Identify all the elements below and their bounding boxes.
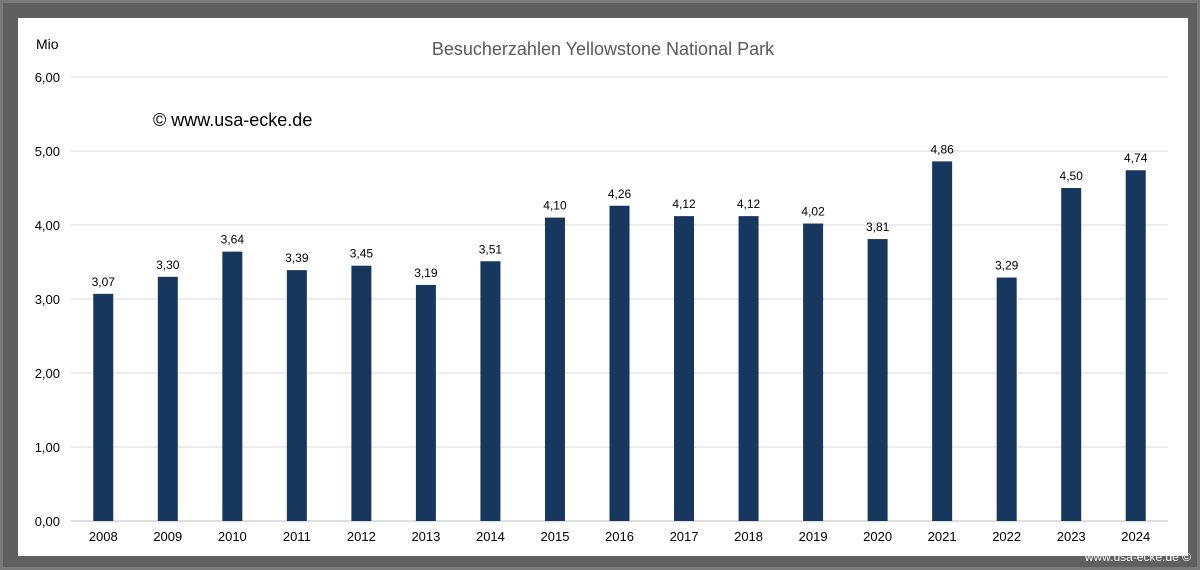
bar-2013 bbox=[415, 284, 436, 521]
y-tick-label: 3,00 bbox=[35, 292, 60, 307]
bar-2017 bbox=[674, 216, 695, 521]
copyright-annotation: © www.usa-ecke.de bbox=[153, 110, 312, 130]
chart-panel: 0,00 1,00 2,00 3,00 4,00 5,00 6,00 3,07 2008 3,3… bbox=[18, 18, 1188, 556]
data-label-2020: 3,81 bbox=[866, 220, 890, 234]
data-label-2023: 4,50 bbox=[1060, 169, 1084, 183]
x-tick-label: 2011 bbox=[283, 529, 311, 544]
outer-frame: 0,00 1,00 2,00 3,00 4,00 5,00 6,00 3,07 2008 3,3… bbox=[3, 3, 1197, 567]
data-label-2016: 4,26 bbox=[608, 187, 632, 201]
bar-2019 bbox=[803, 223, 824, 521]
x-tick-label: 2012 bbox=[347, 529, 376, 544]
data-label-2013: 3,19 bbox=[414, 266, 438, 280]
data-label-2009: 3,30 bbox=[156, 258, 180, 272]
footer-watermark: www.usa-ecke.de © bbox=[1084, 550, 1191, 564]
data-label-2012: 3,45 bbox=[350, 247, 374, 261]
chart-title: Besucherzahlen Yellowstone National Park bbox=[432, 39, 775, 59]
data-label-2022: 3,29 bbox=[995, 259, 1019, 273]
x-tick-label: 2021 bbox=[928, 529, 957, 544]
bar-2012 bbox=[351, 265, 372, 521]
data-label-2011: 3,39 bbox=[285, 251, 309, 265]
x-tick-label: 2024 bbox=[1121, 529, 1150, 544]
bar-2014 bbox=[480, 261, 501, 521]
bar-2011 bbox=[286, 270, 307, 521]
bar-2021 bbox=[932, 161, 953, 522]
x-tick-label: 2022 bbox=[992, 529, 1021, 544]
x-tick-label: 2018 bbox=[734, 529, 763, 544]
bar-2020 bbox=[867, 239, 888, 521]
x-tick-label: 2019 bbox=[799, 529, 828, 544]
data-label-2017: 4,12 bbox=[672, 197, 696, 211]
y-tick-label: 4,00 bbox=[35, 218, 60, 233]
x-tick-label: 2009 bbox=[153, 529, 182, 544]
x-tick-label: 2017 bbox=[670, 529, 699, 544]
x-tick-label: 2008 bbox=[89, 529, 118, 544]
bar-2008 bbox=[93, 293, 114, 521]
data-label-2018: 4,12 bbox=[737, 197, 761, 211]
bar-2018 bbox=[738, 216, 759, 521]
data-label-2019: 4,02 bbox=[801, 205, 825, 219]
bar-2010 bbox=[222, 251, 243, 521]
y-tick-label: 5,00 bbox=[35, 144, 60, 159]
x-tick-label: 2013 bbox=[411, 529, 440, 544]
bar-chart: 0,00 1,00 2,00 3,00 4,00 5,00 6,00 3,07 2008 3,3… bbox=[35, 36, 1168, 544]
data-label-2014: 3,51 bbox=[479, 242, 503, 256]
bar-2016 bbox=[609, 205, 630, 521]
data-label-2010: 3,64 bbox=[221, 233, 245, 247]
y-axis-unit-label: Mio bbox=[36, 36, 59, 52]
x-tick-label: 2016 bbox=[605, 529, 634, 544]
x-tick-label: 2023 bbox=[1057, 529, 1086, 544]
x-tick-label: 2020 bbox=[863, 529, 892, 544]
bar-2024 bbox=[1125, 170, 1146, 522]
y-tick-label: 2,00 bbox=[35, 366, 60, 381]
bar-2015 bbox=[544, 217, 565, 521]
data-label-2024: 4,74 bbox=[1124, 151, 1148, 165]
x-tick-label: 2015 bbox=[541, 529, 570, 544]
bar-2022 bbox=[996, 277, 1017, 521]
data-label-2021: 4,86 bbox=[930, 142, 954, 156]
y-tick-label: 1,00 bbox=[35, 440, 60, 455]
y-tick-label: 0,00 bbox=[35, 514, 60, 529]
data-label-2008: 3,07 bbox=[92, 275, 116, 289]
y-tick-label: 6,00 bbox=[35, 70, 60, 85]
bar-2009 bbox=[157, 276, 178, 521]
bar-2023 bbox=[1061, 188, 1082, 521]
data-label-2015: 4,10 bbox=[543, 199, 567, 213]
x-tick-label: 2014 bbox=[476, 529, 505, 544]
x-tick-label: 2010 bbox=[218, 529, 247, 544]
